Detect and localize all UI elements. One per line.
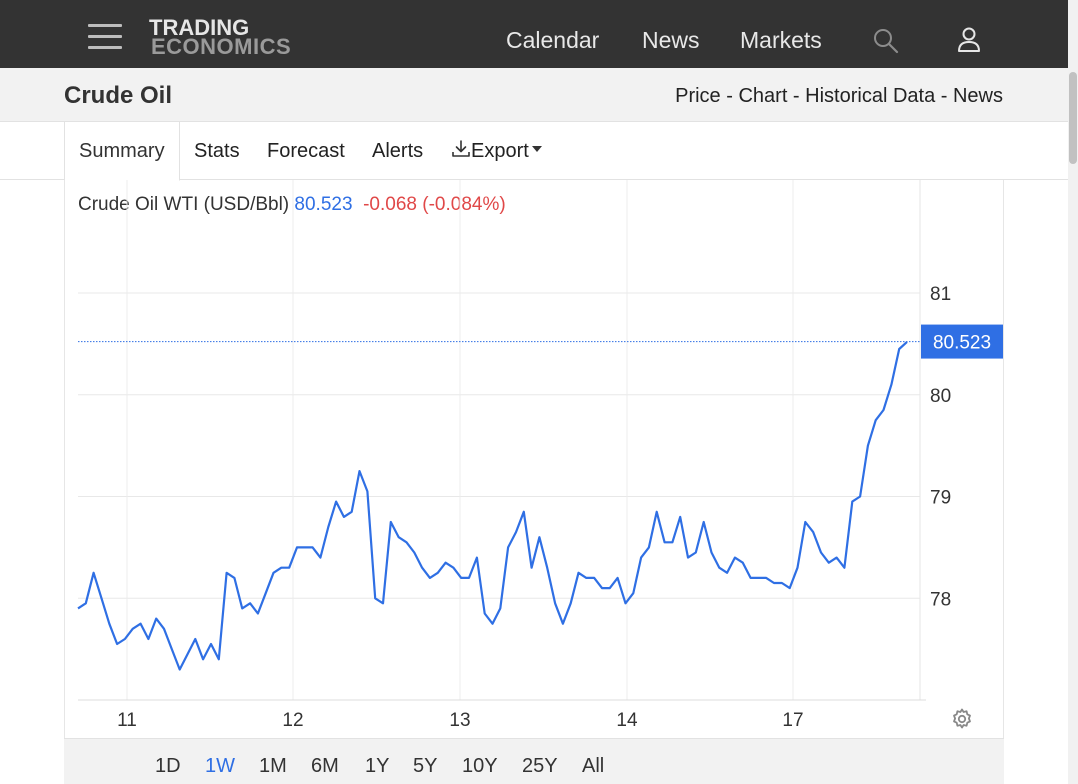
range-1d[interactable]: 1D [155, 755, 181, 777]
export-label: Export [471, 140, 529, 162]
gear-icon[interactable] [950, 707, 974, 731]
range-5y[interactable]: 5Y [413, 755, 438, 777]
tab-forecast[interactable]: Forecast [267, 140, 345, 162]
range-selector: 1D 1W 1M 6M 1Y 5Y 10Y 25Y All [64, 738, 1004, 784]
tabs-bar: Summary Stats Forecast Alerts Export [0, 122, 1068, 181]
top-navigation-bar: TRADING ECONOMICS Calendar News Markets [0, 0, 1068, 68]
current-price: 80.523 [294, 194, 353, 215]
logo-line-2: ECONOMICS [151, 34, 292, 59]
page-title: Crude Oil [64, 82, 173, 109]
scrollbar-track[interactable] [1068, 0, 1078, 784]
chart-container [64, 180, 1004, 740]
user-icon[interactable] [956, 26, 982, 54]
tab-stats[interactable]: Stats [194, 140, 240, 162]
price-change: -0.068 [363, 194, 417, 215]
link-news[interactable]: News [952, 85, 1003, 107]
search-icon[interactable] [872, 27, 900, 55]
range-6m[interactable]: 6M [311, 755, 339, 777]
range-25y[interactable]: 25Y [522, 755, 558, 777]
range-1y[interactable]: 1Y [365, 755, 390, 777]
trading-economics-logo[interactable]: TRADING ECONOMICS [149, 17, 319, 61]
menu-icon[interactable] [88, 24, 122, 49]
range-all[interactable]: All [582, 755, 605, 777]
instrument-name: Crude Oil WTI (USD/Bbl) [78, 194, 290, 215]
link-separator: - [935, 85, 953, 107]
nav-markets[interactable]: Markets [740, 27, 822, 53]
tab-summary[interactable]: Summary [64, 122, 180, 181]
caret-down-icon [531, 146, 542, 152]
nav-news[interactable]: News [642, 27, 700, 53]
title-links: Price - Chart - Historical Data - News [675, 85, 1003, 108]
download-icon [452, 140, 470, 157]
link-price[interactable]: Price [675, 85, 721, 107]
link-chart[interactable]: Chart [738, 85, 788, 107]
chart-quote-header: Crude Oil WTI (USD/Bbl) 80.523 -0.068 (-… [78, 194, 506, 216]
tab-export[interactable]: Export [451, 122, 543, 180]
link-historical-data[interactable]: Historical Data [805, 85, 936, 107]
nav-calendar[interactable]: Calendar [506, 27, 600, 53]
link-separator: - [787, 85, 806, 107]
price-change-percent: (-0.084%) [422, 194, 506, 215]
logo-line-1: TRADING [149, 15, 250, 40]
range-1m[interactable]: 1M [259, 755, 287, 777]
scrollbar-thumb[interactable] [1069, 72, 1077, 164]
link-separator: - [720, 85, 739, 107]
range-10y[interactable]: 10Y [462, 755, 498, 777]
title-bar: Crude Oil Price - Chart - Historical Dat… [0, 68, 1068, 122]
tab-alerts[interactable]: Alerts [372, 140, 424, 162]
range-1w[interactable]: 1W [205, 755, 235, 777]
